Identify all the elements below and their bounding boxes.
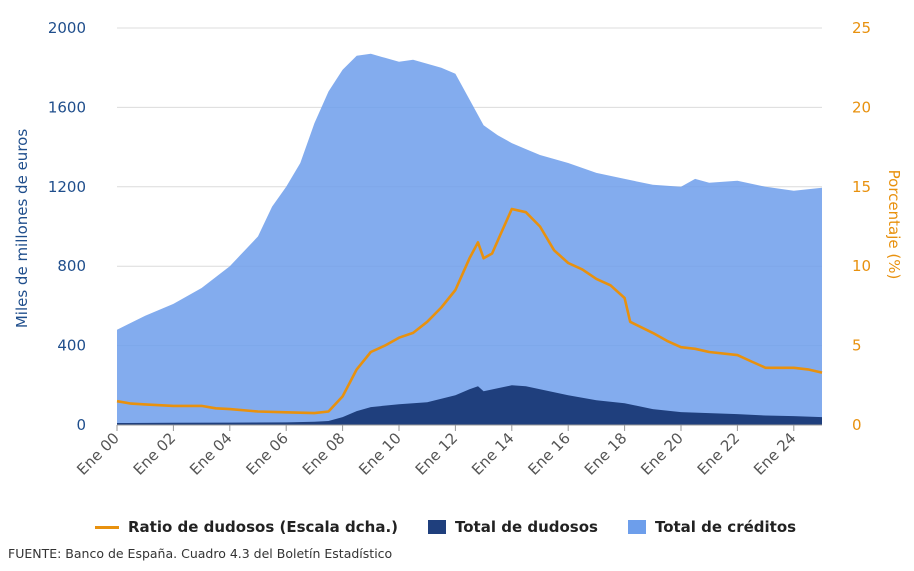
source-note: FUENTE: Banco de España. Cuadro 4.3 del … [8,546,393,561]
x-tick-label: Ene 20 [637,429,687,479]
x-tick-label: Ene 06 [242,429,292,479]
x-axis-ticks: Ene 00 Ene 02 Ene 04 Ene 06 Ene 08 Ene 10 Ene … [73,425,800,479]
x-tick-label: Ene 08 [299,429,349,479]
x-tick-label: Ene 12 [412,429,462,479]
area-series-1 [117,385,822,425]
right-tick-label: 15 [852,178,871,196]
left-tick-label: 0 [76,416,86,434]
right-axis-title: Porcentaje (%) [885,170,903,280]
x-tick-label: Ene 02 [130,429,180,479]
legend-swatch-dudosos [428,520,446,534]
line-series-ratio [116,207,823,415]
plot-areas [117,53,822,426]
legend-item-creditos: Total de créditos [627,518,797,536]
x-tick-label: Ene 10 [355,429,405,479]
left-tick-label: 400 [57,337,86,355]
left-tick-label: 800 [57,257,86,275]
left-axis-title: Miles de millones de euros [13,129,31,328]
left-tick-label: 2000 [48,19,86,37]
x-tick-label: Ene 18 [581,429,631,479]
right-tick-label: 25 [852,19,871,37]
right-tick-label: 5 [852,337,862,355]
legend-label-dudosos: Total de dudosos [455,518,598,536]
left-axis-ticks: 0 400 800 1200 1600 2000 [48,19,86,434]
legend-item-ratio: Ratio de dudosos (Escala dcha.) [95,518,398,536]
x-tick-label: Ene 00 [73,429,123,479]
legend-item-dudosos: Total de dudosos [428,518,598,536]
x-tick-label: Ene 24 [750,429,800,479]
area-series-0 [117,53,822,426]
legend-swatch-ratio [95,525,119,529]
left-tick-label: 1200 [48,178,86,196]
x-tick-label: Ene 14 [468,429,518,479]
right-axis-ticks: 0 5 10 15 20 25 [852,19,871,434]
right-tick-label: 20 [852,98,871,116]
legend-label-ratio: Ratio de dudosos (Escala dcha.) [128,518,398,536]
legend-swatch-creditos [627,520,646,534]
legend-label-creditos: Total de créditos [654,518,797,536]
right-tick-label: 10 [852,257,871,275]
plot-lines [116,207,823,415]
x-tick-label: Ene 04 [186,429,236,479]
left-tick-label: 1600 [48,98,86,116]
x-tick-label: Ene 22 [694,429,744,479]
right-tick-label: 0 [852,416,862,434]
x-tick-label: Ene 16 [524,429,574,479]
legend: Ratio de dudosos (Escala dcha.) Total de… [95,518,826,536]
